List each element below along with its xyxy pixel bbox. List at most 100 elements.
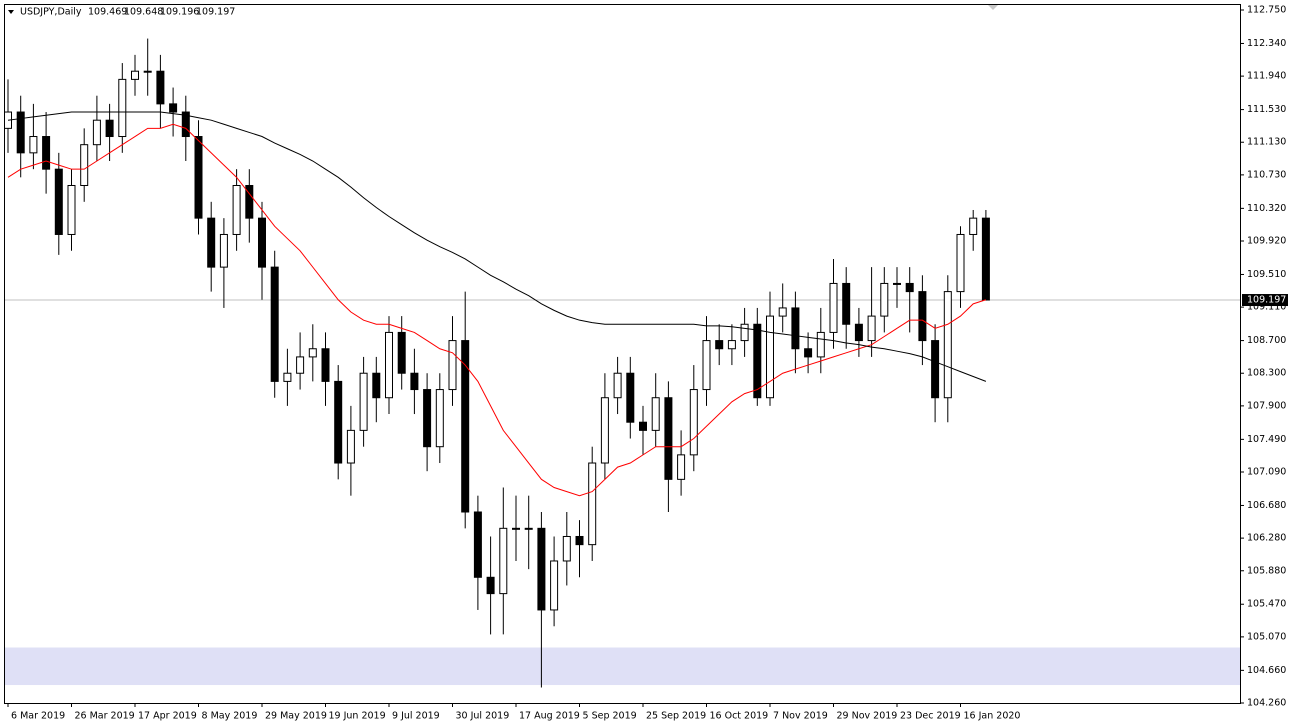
x-tick-label: 23 Dec 2019	[900, 711, 961, 722]
candle-body	[715, 340, 724, 350]
candle-body	[981, 217, 990, 301]
y-tick-label: 105.470	[1247, 599, 1286, 610]
x-tick-label: 17 Aug 2019	[519, 711, 580, 722]
x-tick-label: 5 Sep 2019	[583, 711, 637, 722]
candle-body	[232, 184, 241, 235]
y-tick-label: 110.320	[1247, 203, 1286, 214]
y-tick-label: 104.260	[1247, 698, 1286, 709]
x-tick-label: 6 Mar 2019	[11, 711, 65, 722]
moving-average	[7, 123, 987, 497]
candle-body	[588, 462, 597, 546]
candle-body	[562, 535, 571, 562]
candle-body	[626, 372, 635, 423]
candle-body	[727, 340, 736, 350]
candle-body	[16, 111, 25, 154]
x-tick-label: 16 Jan 2020	[964, 711, 1021, 722]
x-tick-label: 16 Oct 2019	[710, 711, 769, 722]
ohlc-close: 109.197	[196, 7, 235, 18]
plot-frame	[4, 4, 1241, 704]
candle-body	[512, 527, 520, 530]
y-tick-label: 106.280	[1247, 533, 1286, 544]
candle-body	[283, 372, 292, 382]
candle-body	[385, 331, 393, 399]
candle-body	[651, 397, 660, 431]
candle-body	[308, 348, 317, 358]
x-tick-label: 25 Sep 2019	[646, 711, 706, 722]
candle-body	[448, 340, 457, 391]
x-tick-label: 9 Jul 2019	[392, 711, 440, 722]
y-tick-label: 111.130	[1247, 137, 1286, 148]
candle-body	[258, 217, 266, 268]
candle-body	[42, 136, 51, 170]
candle-body	[702, 340, 711, 391]
candle-body	[804, 348, 813, 358]
candle-body	[296, 356, 305, 374]
candle-body	[537, 527, 546, 611]
candle-body	[92, 119, 101, 146]
candle-body	[219, 233, 228, 268]
y-tick-label: 107.490	[1247, 434, 1286, 445]
plot-area	[4, 38, 1240, 688]
candle-body	[969, 217, 978, 235]
x-tick-label: 8 May 2019	[202, 711, 258, 722]
candle-body	[829, 282, 838, 333]
candle-body	[67, 184, 76, 235]
y-tick-label: 105.880	[1247, 565, 1286, 576]
candle-body	[156, 70, 165, 105]
candle-body	[905, 282, 914, 293]
x-tick-label: 29 May 2019	[265, 711, 327, 722]
candle-body	[181, 111, 190, 138]
symbol: USDJPY,Daily	[20, 7, 82, 18]
ohlc-open: 109.469	[88, 7, 127, 18]
candle-body	[816, 331, 825, 358]
price-label: 109.197	[1247, 295, 1286, 306]
candle-body	[29, 136, 38, 154]
candle-body	[346, 429, 355, 464]
candle-body	[359, 372, 368, 431]
y-tick-label: 109.920	[1247, 236, 1286, 247]
menu-arrow[interactable]	[8, 10, 14, 14]
y-tick-label: 111.530	[1247, 104, 1286, 115]
ohlc-low: 109.196	[160, 7, 199, 18]
y-tick-label: 110.730	[1247, 169, 1286, 180]
candle-body	[410, 372, 419, 391]
candle-body	[880, 282, 889, 317]
candle-body	[423, 389, 432, 448]
y-tick-label: 108.300	[1247, 368, 1286, 379]
candle-body	[473, 511, 482, 578]
candle-body	[664, 397, 673, 480]
candle-body	[245, 184, 254, 219]
y-tick-label: 105.070	[1247, 631, 1286, 642]
candle-body	[334, 380, 343, 464]
candle-body	[931, 340, 940, 399]
candle-body	[918, 291, 927, 342]
candle-body	[575, 535, 584, 546]
candle-body	[194, 136, 203, 219]
candle-body	[321, 348, 330, 382]
candle-body	[486, 576, 495, 595]
candle-body	[435, 389, 444, 448]
ohlc-high: 109.648	[124, 7, 163, 18]
y-tick-label: 108.700	[1247, 335, 1286, 346]
candle-body	[753, 323, 762, 399]
y-tick-label: 109.110	[1247, 302, 1286, 313]
x-tick-label: 26 Mar 2019	[75, 711, 135, 722]
y-tick-label: 107.900	[1247, 400, 1286, 411]
candle-body	[943, 291, 952, 399]
candle-body	[270, 266, 279, 382]
candle-body	[893, 282, 901, 285]
y-tick-label: 111.940	[1247, 71, 1286, 82]
candle-body	[689, 389, 698, 456]
candle-body	[169, 103, 178, 113]
candle-body	[105, 119, 114, 138]
candle-body	[372, 372, 381, 399]
x-tick-label: 30 Jul 2019	[456, 711, 510, 722]
candle-body	[550, 560, 559, 611]
candle-body	[80, 144, 89, 186]
support-zone	[5, 647, 1240, 686]
candle-body	[842, 282, 851, 325]
candle-body	[740, 323, 749, 342]
shift-marker	[988, 5, 998, 10]
y-tick-label: 109.510	[1247, 269, 1286, 280]
